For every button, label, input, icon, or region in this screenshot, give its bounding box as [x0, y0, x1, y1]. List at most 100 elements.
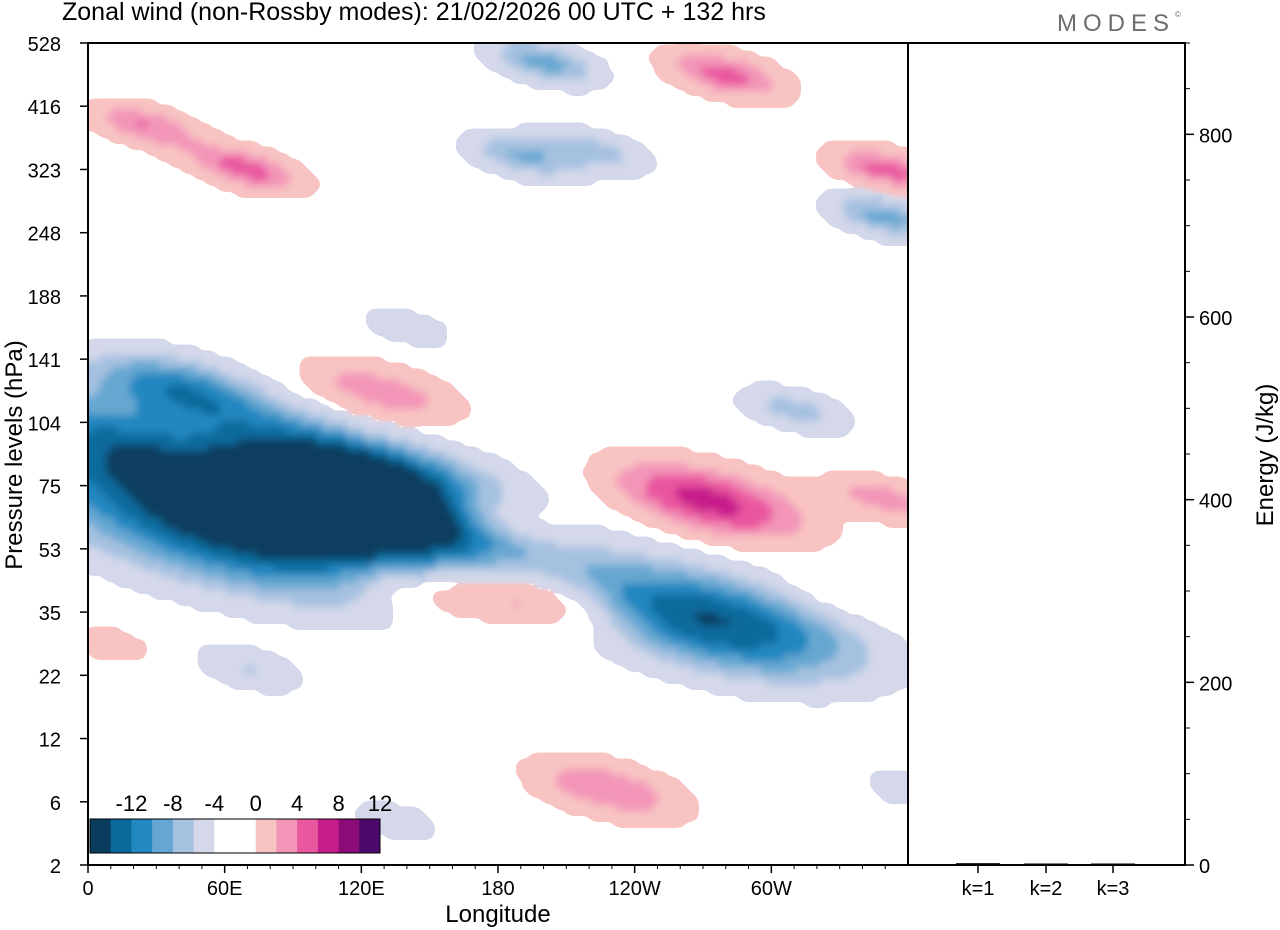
heatmap-cell: [886, 499, 893, 506]
heatmap-cell: [436, 523, 443, 530]
heatmap-cell: [592, 463, 599, 470]
heatmap-cell: [448, 523, 455, 530]
heatmap-cell: [826, 607, 833, 614]
heatmap-cell: [472, 133, 479, 140]
heatmap-cell: [892, 511, 899, 518]
heatmap-cell: [280, 613, 287, 620]
heatmap-cell: [280, 427, 287, 434]
heatmap-cell: [790, 391, 797, 398]
heatmap-cell: [124, 109, 131, 116]
heatmap-cell: [562, 67, 569, 74]
heatmap-cell: [196, 409, 203, 416]
heatmap-cell: [418, 391, 425, 398]
heatmap-cell: [658, 571, 665, 578]
heatmap-cell: [310, 439, 317, 446]
heatmap-cell: [544, 133, 551, 140]
heatmap-cell: [406, 451, 413, 458]
heatmap-cell: [736, 463, 743, 470]
heatmap-cell: [136, 451, 143, 458]
heatmap-cell: [256, 469, 263, 476]
heatmap-cell: [106, 559, 113, 566]
heatmap-cell: [754, 499, 761, 506]
heatmap-cell: [466, 559, 473, 566]
heatmap-cell: [244, 571, 251, 578]
heatmap-cell: [604, 625, 611, 632]
heatmap-cell: [280, 187, 287, 194]
heatmap-cell: [820, 637, 827, 644]
heatmap-cell: [340, 511, 347, 518]
heatmap-cell: [136, 493, 143, 500]
heatmap-cell: [904, 487, 908, 494]
heatmap-cell: [184, 475, 191, 482]
heatmap-cell: [100, 541, 107, 548]
heatmap-cell: [118, 541, 125, 548]
heatmap-cell: [190, 547, 197, 554]
heatmap-cell: [88, 535, 95, 542]
heatmap-cell: [190, 427, 197, 434]
heatmap-cell: [220, 445, 227, 452]
heatmap-cell: [418, 481, 425, 488]
heatmap-cell: [718, 91, 725, 98]
heatmap-cell: [382, 475, 389, 482]
heatmap-cell: [718, 487, 725, 494]
heatmap-cell: [904, 229, 908, 236]
heatmap-cell: [178, 445, 185, 452]
heatmap-cell: [328, 583, 335, 590]
heatmap-cell: [190, 145, 197, 152]
heatmap-cell: [352, 601, 359, 608]
heatmap-cell: [622, 601, 629, 608]
heatmap-cell: [550, 607, 557, 614]
heatmap-cell: [502, 169, 509, 176]
heatmap-cell: [118, 397, 125, 404]
heatmap-cell: [460, 547, 467, 554]
heatmap-cell: [736, 493, 743, 500]
heatmap-cell: [778, 541, 785, 548]
heatmap-cell: [310, 379, 317, 386]
heatmap-cell: [412, 373, 419, 380]
heatmap-cell: [742, 595, 749, 602]
heatmap-cell: [484, 457, 491, 464]
heatmap-cell: [88, 121, 95, 128]
heatmap-cell: [448, 535, 455, 542]
heatmap-cell: [292, 427, 299, 434]
heatmap-cell: [736, 565, 743, 572]
heatmap-cell: [280, 577, 287, 584]
heatmap-cell: [190, 475, 197, 482]
heatmap-cell: [712, 589, 719, 596]
heatmap-cell: [196, 601, 203, 608]
heatmap-cell: [724, 571, 731, 578]
heatmap-cell: [748, 601, 755, 608]
heatmap-cell: [478, 535, 485, 542]
heatmap-cell: [538, 55, 545, 62]
heatmap-cell: [94, 403, 101, 410]
heatmap-cell: [154, 373, 161, 380]
heatmap-cell: [328, 553, 335, 560]
heatmap-cell: [274, 565, 281, 572]
heatmap-cell: [454, 535, 461, 542]
heatmap-cell: [220, 523, 227, 530]
heatmap-cell: [604, 595, 611, 602]
heatmap-cell: [202, 433, 209, 440]
heatmap-cell: [754, 61, 761, 68]
heatmap-cell: [184, 493, 191, 500]
heatmap-cell: [340, 607, 347, 614]
heatmap-cell: [256, 547, 263, 554]
heatmap-cell: [730, 631, 737, 638]
heatmap-cell: [172, 427, 179, 434]
heatmap-cell: [346, 397, 353, 404]
heatmap-cell: [106, 361, 113, 368]
heatmap-cell: [736, 529, 743, 536]
heatmap-cell: [232, 151, 239, 158]
heatmap-cell: [586, 595, 593, 602]
heatmap-cell: [550, 571, 557, 578]
heatmap-cell: [742, 541, 749, 548]
heatmap-cell: [214, 151, 221, 158]
heatmap-cell: [634, 145, 641, 152]
heatmap-cell: [388, 313, 395, 320]
heatmap-cell: [598, 625, 605, 632]
heatmap-cell: [100, 343, 107, 350]
heatmap-cell: [688, 73, 695, 80]
heatmap-cell: [820, 151, 827, 158]
heatmap-cell: [184, 373, 191, 380]
heatmap-cell: [208, 145, 215, 152]
